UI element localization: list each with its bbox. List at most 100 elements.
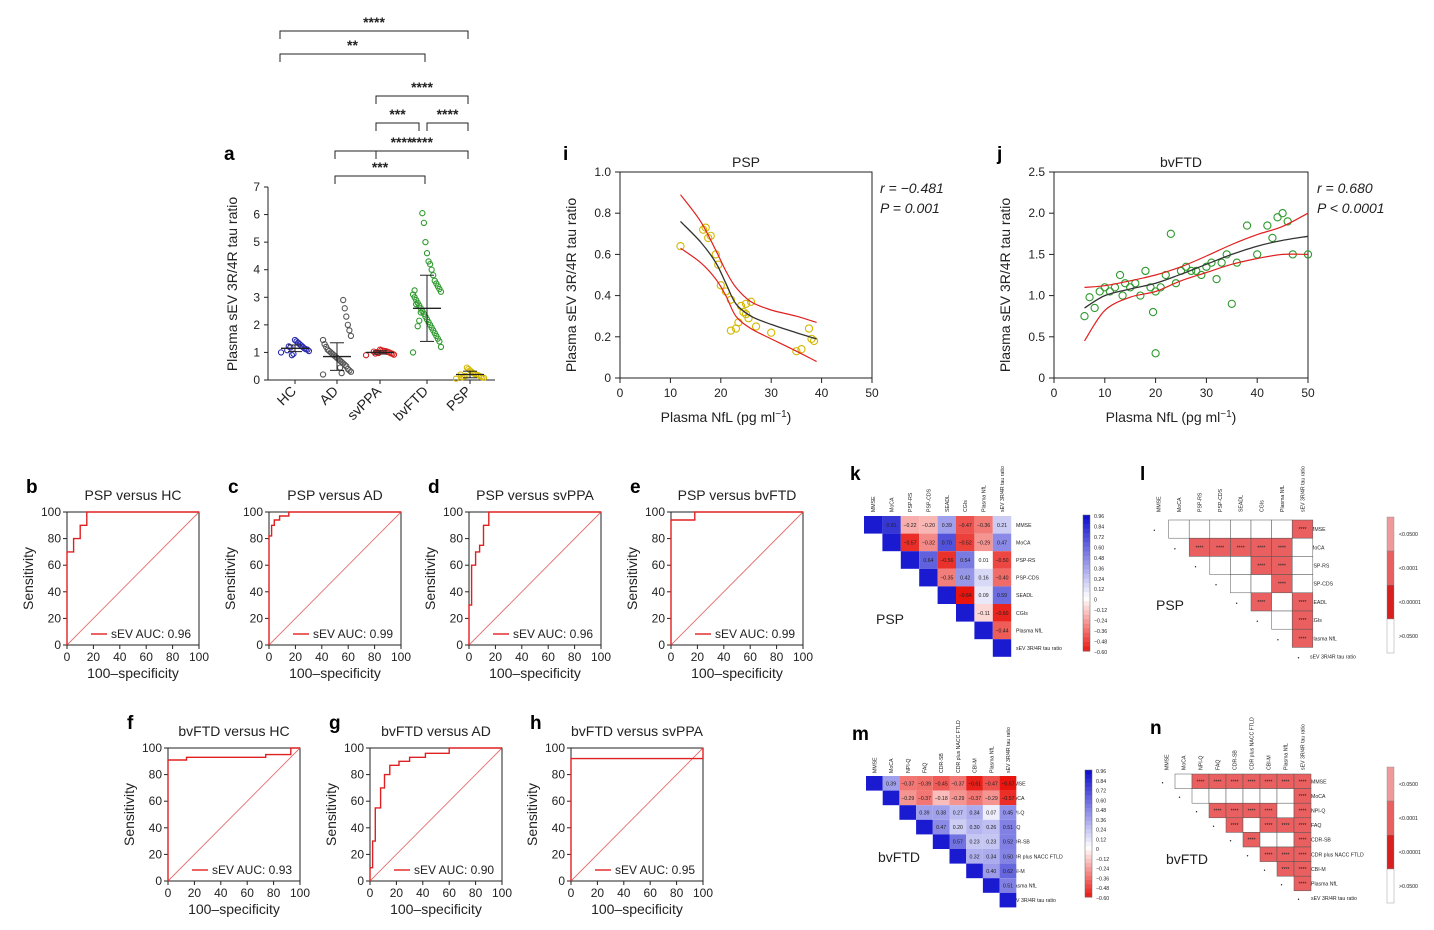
y-tick-label: 5 — [253, 235, 260, 249]
scale-swatch — [1085, 880, 1092, 885]
cell-value: −0.44 — [995, 628, 1008, 634]
column-label: MoCA — [889, 758, 895, 773]
cell-value: 0.34 — [986, 854, 996, 860]
column-label: CDR plus NACC FTLD — [956, 720, 962, 773]
cell-value: 0.64 — [923, 558, 933, 564]
column-label: FAQ — [922, 763, 928, 773]
x-tick-label: 60 — [140, 650, 154, 664]
significance-cell — [1208, 788, 1227, 804]
panel-c: PSP versus AD 00 20 20 40 40 60 60 80 80 100 100 100… — [222, 487, 411, 681]
heatmap-cell — [949, 819, 967, 835]
heatmap-cell — [916, 776, 933, 791]
cell-value: −0.47 — [959, 523, 972, 529]
y-tick-label: 0.4 — [594, 289, 611, 303]
panel-letter-l: l — [1140, 464, 1145, 485]
significance-cell — [1291, 628, 1314, 648]
scale-swatch — [1085, 812, 1092, 818]
cell-value: 0.09 — [979, 593, 989, 599]
x-tick-label: 80 — [770, 650, 784, 664]
heatmap-cell — [949, 805, 967, 820]
diagonal-cell — [974, 621, 993, 640]
x-tick-label: 60 — [443, 886, 457, 900]
scale-tick-label: −0.12 — [1094, 608, 1107, 614]
data-point — [319, 371, 327, 378]
series-AD — [319, 296, 355, 378]
cell-value: 0.26 — [986, 825, 996, 831]
significance-mark: **** — [1257, 564, 1265, 570]
y-tick-label: 1 — [253, 345, 260, 359]
scale-swatch — [1085, 803, 1092, 809]
cell-value: 0.70 — [942, 540, 952, 546]
y-tick-label: 0 — [456, 638, 463, 652]
y-tick-label: 20 — [149, 847, 163, 861]
legend-swatch — [1386, 800, 1395, 836]
bracket-label: **** — [437, 106, 459, 122]
column-label: MMSE — [1156, 496, 1162, 512]
scale-swatch — [1085, 833, 1092, 839]
y-axis-label: Sensitivity — [222, 547, 238, 610]
bracket-line — [279, 30, 469, 39]
x-tick-label: 10 — [664, 386, 678, 400]
row-label: CGIs — [1016, 611, 1028, 617]
series-bvFTD — [409, 210, 445, 356]
x-tick-label: 60 — [644, 886, 658, 900]
heatmap-cell — [956, 516, 975, 534]
panel-letter-m: m — [852, 724, 869, 745]
x-tick-label: 60 — [542, 650, 556, 664]
scale-tick-label: 0.36 — [1094, 566, 1104, 572]
diagonal-dot: • — [1230, 839, 1232, 845]
significance-mark: **** — [1281, 867, 1289, 873]
stat-r: r = −0.481 — [880, 180, 944, 196]
scale-swatch — [1085, 858, 1092, 864]
column-label: MMSE — [872, 757, 878, 773]
panel-k: MMSE MoCA PSP-RS PSP-CDS SEADL CGIs Plasma NfL… — [864, 466, 1107, 657]
scale-frame — [1084, 769, 1093, 898]
reference-diagonal — [570, 747, 704, 882]
y-tick-label: 7 — [253, 180, 260, 194]
data-point — [343, 313, 350, 320]
heatmap-cell — [932, 790, 950, 806]
cell-value: −0.67 — [1001, 781, 1014, 787]
legend-label: sEV AUC: 0.96 — [111, 627, 191, 641]
heatmap-cell — [956, 551, 975, 569]
panel-letter-j: j — [996, 144, 1002, 165]
y-tick-label: 40 — [149, 821, 163, 835]
heatmap-cell — [882, 516, 901, 534]
column-label: PSP-CDS — [1218, 488, 1224, 512]
data-point — [347, 332, 355, 340]
heatmap-cell — [999, 863, 1017, 879]
x-tick-label: 0 — [367, 886, 374, 900]
diagonal-cell — [932, 834, 950, 849]
heatmap-cell — [999, 834, 1017, 849]
panel-h: bvFTD versus svPPA 00 20 20 40 40 60 60 80 80 100 1… — [524, 723, 713, 917]
panel-letter-i: i — [563, 144, 568, 165]
scale-tick-label: −0.48 — [1096, 886, 1109, 892]
significance-bracket: **** — [426, 106, 469, 131]
y-tick-label: 40 — [652, 585, 666, 599]
y-axis-label: Sensitivity — [422, 547, 438, 610]
scale-swatch — [1085, 884, 1092, 890]
legend-label: <0.00001 — [1399, 850, 1421, 856]
heatmap-cell — [982, 805, 1000, 820]
significance-mark: **** — [1196, 779, 1204, 785]
diagonal-dot: • — [1153, 528, 1155, 534]
significance-cell — [1230, 556, 1252, 575]
diagonal-dot: • — [1162, 780, 1164, 786]
diagonal-cell — [919, 568, 938, 587]
significance-mark: **** — [1298, 600, 1306, 606]
y-tick-label: 20 — [450, 611, 464, 625]
y-tick-label: 100 — [545, 741, 565, 755]
scale-swatch — [1085, 774, 1092, 779]
x-tick-label: 40 — [815, 386, 829, 400]
diagonal-dot: • — [1298, 897, 1300, 903]
heatmap-cell — [992, 621, 1012, 640]
row-label: Plasma NfL — [1016, 628, 1043, 634]
heatmap-cell — [966, 849, 983, 864]
cell-value: 0.27 — [953, 811, 963, 817]
significance-cell — [1250, 574, 1272, 594]
x-axis-label: 100–specificity — [289, 665, 381, 681]
x-tick-label: 20 — [87, 650, 101, 664]
scale-swatch — [1083, 546, 1090, 552]
x-tick-label: 40 — [617, 886, 631, 900]
data-point — [809, 336, 819, 346]
